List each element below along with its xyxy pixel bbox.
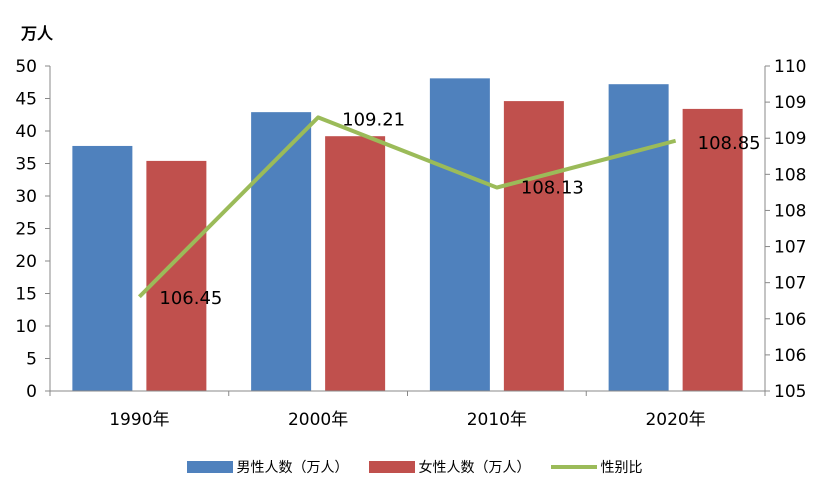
- legend-swatch: [186, 461, 233, 473]
- y-left-tick-label: 30: [15, 187, 37, 207]
- x-tick-label: 2000年: [288, 410, 348, 430]
- bar-male-1: [251, 112, 312, 392]
- chart: 万人 1990年 2000年 2010年 2020年 0 5 10 15 20 25 30 35 40 4…: [15, 24, 806, 430]
- line-layer: 106.45 109.21 108.13 108.85: [137, 109, 761, 309]
- legend-label: 女性人数（万人）: [418, 460, 531, 476]
- sex-ratio-data-label: 106.45: [159, 288, 222, 309]
- sex-ratio-data-label: 108.13: [521, 178, 584, 199]
- y-left-tick-label: 45: [15, 90, 37, 110]
- legend: 男性人数（万人） 女性人数（万人） 性别比: [0, 456, 829, 478]
- x-tick-label: 1990年: [109, 410, 169, 430]
- y-right-tick-label: 108: [774, 201, 806, 221]
- legend-swatch: [368, 461, 415, 473]
- legend-label: 男性人数（万人）: [236, 460, 349, 476]
- y-left-tick-label: 40: [15, 122, 37, 142]
- y-left-tick-label: 25: [15, 220, 37, 240]
- y-left-tick-label: 35: [15, 155, 37, 175]
- y-left-tick-label: 15: [15, 285, 37, 305]
- legend-item-2: 性别比: [550, 457, 643, 477]
- y-left-tick-label: 10: [15, 317, 37, 337]
- y-left-tick-label: 20: [15, 252, 37, 272]
- y-left-tick-label: 0: [26, 382, 37, 402]
- bar-male-0: [72, 145, 133, 391]
- axes-layer: 1990年 2000年 2010年 2020年 0 5 10 15 20 25 30 35 40 45 50…: [15, 57, 806, 430]
- y-right-tick-label: 105: [774, 382, 806, 402]
- y-axis-title: 万人: [20, 24, 54, 43]
- y-right-tick-label: 107: [774, 274, 806, 294]
- x-tick-label: 2010年: [467, 410, 527, 430]
- y-right-tick-label: 107: [774, 238, 806, 258]
- bars-layer: [72, 78, 743, 392]
- legend-swatch: [550, 465, 597, 469]
- y-right-tick-label: 108: [774, 165, 806, 185]
- bar-female-0: [146, 160, 207, 391]
- y-left-tick-label: 5: [26, 350, 37, 370]
- bar-male-2: [429, 78, 490, 391]
- y-right-tick-label: 110: [774, 57, 806, 77]
- bar-female-3: [682, 108, 743, 392]
- bar-male-3: [608, 84, 669, 391]
- y-right-tick-label: 109: [774, 129, 806, 149]
- y-right-tick-label: 106: [774, 346, 806, 366]
- sex-ratio-line: [137, 115, 677, 299]
- legend-item-0: 男性人数（万人）: [186, 457, 349, 477]
- y-right-tick-label: 109: [774, 93, 806, 113]
- sex-ratio-data-label: 108.85: [698, 133, 761, 154]
- bar-female-2: [503, 101, 564, 391]
- sex-ratio-data-label: 109.21: [342, 109, 405, 130]
- legend-item-1: 女性人数（万人）: [368, 457, 531, 477]
- y-left-tick-label: 50: [15, 57, 37, 77]
- bar-female-1: [325, 136, 386, 391]
- y-right-tick-label: 106: [774, 310, 806, 330]
- legend-label: 性别比: [600, 460, 643, 476]
- x-tick-label: 2020年: [645, 410, 705, 430]
